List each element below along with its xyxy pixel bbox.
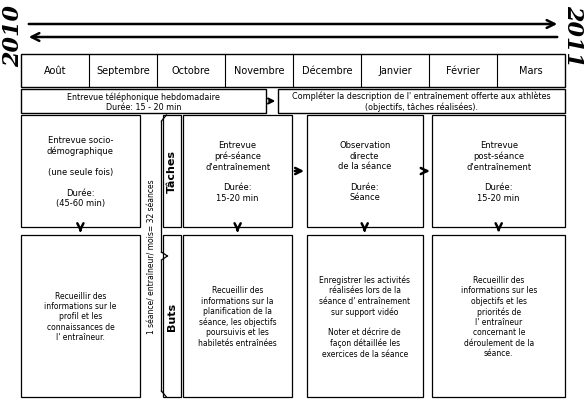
FancyBboxPatch shape bbox=[183, 236, 292, 397]
Text: Janvier: Janvier bbox=[378, 66, 412, 76]
Text: Octobre: Octobre bbox=[172, 66, 210, 76]
Text: Entrevue socio-
démographique

(une seule fois)

Durée:
(45-60 min): Entrevue socio- démographique (une seule… bbox=[47, 136, 114, 207]
FancyBboxPatch shape bbox=[163, 116, 181, 227]
Text: Novembre: Novembre bbox=[234, 66, 284, 76]
FancyBboxPatch shape bbox=[183, 116, 292, 227]
Text: Février: Février bbox=[446, 66, 480, 76]
Text: 2011: 2011 bbox=[562, 5, 584, 67]
FancyBboxPatch shape bbox=[163, 236, 181, 397]
Text: Recueillir des
informations sur le
profil et les
connaissances de
l' entraîneur.: Recueillir des informations sur le profi… bbox=[44, 291, 117, 342]
Text: 1 séance/ entraîneur/ mois= 32 séances: 1 séance/ entraîneur/ mois= 32 séances bbox=[147, 179, 156, 333]
Text: Entrevue
post-séance
d'entraînement

Durée:
15-20 min: Entrevue post-séance d'entraînement Duré… bbox=[466, 141, 532, 202]
Text: Recueillir des
informations sur les
objectifs et les
priorités de
l' entraîneur
: Recueillir des informations sur les obje… bbox=[461, 275, 537, 357]
Text: 2010: 2010 bbox=[2, 5, 24, 67]
FancyBboxPatch shape bbox=[21, 90, 266, 114]
FancyBboxPatch shape bbox=[432, 236, 565, 397]
Text: Enregistrer les activités
réalisées lors de la
séance d' entraînement
sur suppor: Enregistrer les activités réalisées lors… bbox=[319, 274, 410, 358]
Text: Tâches: Tâches bbox=[168, 150, 178, 193]
FancyBboxPatch shape bbox=[21, 55, 565, 88]
FancyBboxPatch shape bbox=[21, 116, 139, 227]
Text: Septembre: Septembre bbox=[96, 66, 150, 76]
Text: Décembre: Décembre bbox=[302, 66, 352, 76]
Text: Mars: Mars bbox=[519, 66, 543, 76]
FancyBboxPatch shape bbox=[307, 236, 423, 397]
FancyBboxPatch shape bbox=[432, 116, 565, 227]
Text: Entrevue
pré-séance
d'entraînement

Durée:
15-20 min: Entrevue pré-séance d'entraînement Durée… bbox=[205, 141, 270, 202]
Text: Compléter la description de l' entraînement offerte aux athlètes
(objectifs, tâc: Compléter la description de l' entraînem… bbox=[292, 92, 551, 112]
Text: Entrevue téléphonique hebdomadaire
Durée: 15 - 20 min: Entrevue téléphonique hebdomadaire Durée… bbox=[67, 92, 220, 112]
FancyBboxPatch shape bbox=[307, 116, 423, 227]
FancyBboxPatch shape bbox=[21, 236, 139, 397]
FancyBboxPatch shape bbox=[278, 90, 565, 114]
Text: Recueillir des
informations sur la
planification de la
séance, les objectifs
pou: Recueillir des informations sur la plani… bbox=[198, 285, 277, 347]
Text: Août: Août bbox=[44, 66, 66, 76]
Text: Buts: Buts bbox=[168, 302, 178, 330]
Text: Observation
directe
de la séance

Durée:
Séance: Observation directe de la séance Durée: … bbox=[338, 141, 391, 202]
